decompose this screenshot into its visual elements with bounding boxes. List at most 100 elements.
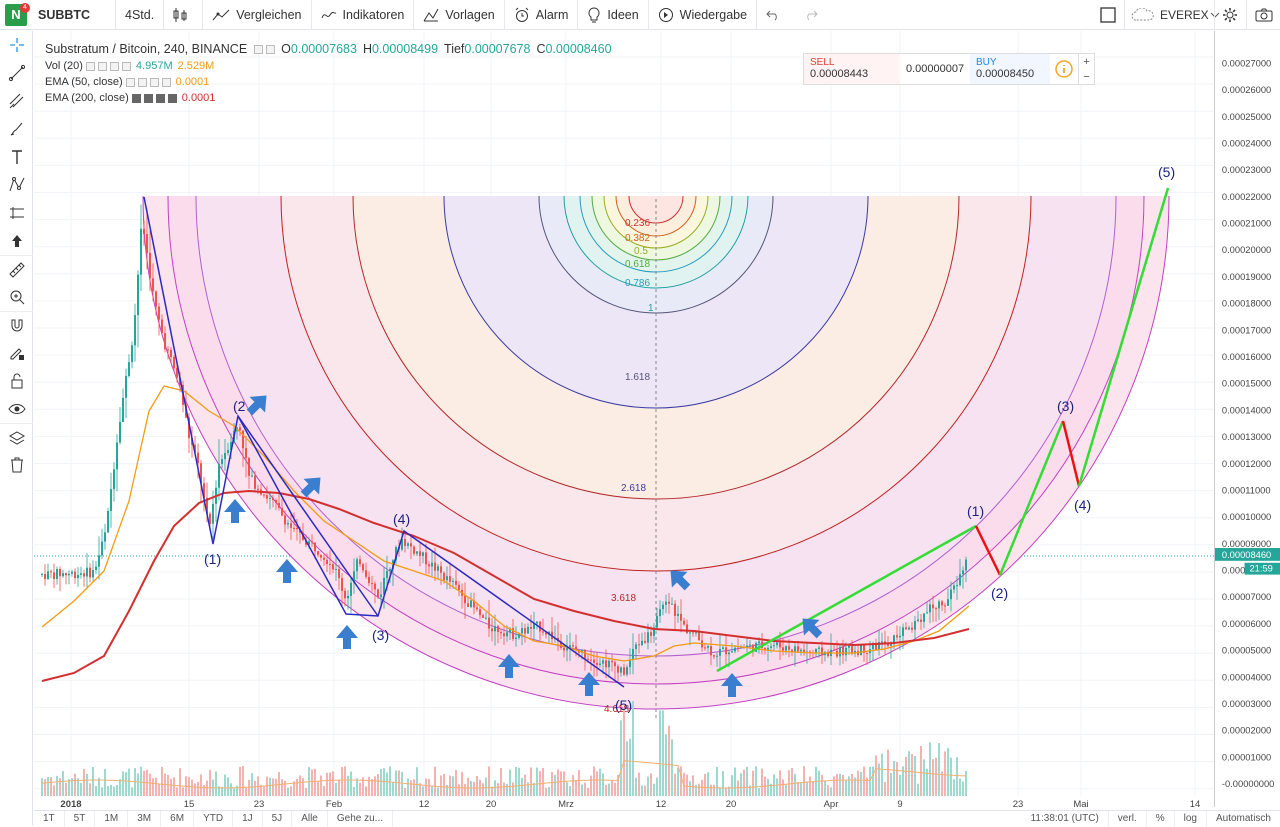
chart-canvas[interactable]: 0.236 0.382 0.5 0.618 0.786 1 1.618 2.618 3.618 4… <box>34 31 1214 807</box>
minus-icon[interactable]: − <box>1083 70 1090 83</box>
range-1d[interactable]: 1T <box>34 810 65 827</box>
chart-type-button[interactable] <box>164 0 204 30</box>
arrow-up-icon <box>670 570 691 591</box>
range-6m[interactable]: 6M <box>161 810 195 827</box>
crosshair-tool[interactable] <box>0 31 33 59</box>
pitchfork-tool[interactable] <box>0 87 33 115</box>
ema200-title[interactable]: EMA (200, close) <box>45 92 129 104</box>
goto-date-button[interactable]: Gehe zu... <box>328 810 394 827</box>
volume-bar <box>233 787 235 796</box>
candle-body <box>104 532 106 542</box>
legend-settings-icon[interactable] <box>131 93 141 103</box>
volume-title[interactable]: Vol (20) <box>45 60 83 72</box>
extended-hours-toggle[interactable]: verl. <box>1109 810 1147 827</box>
time-tick: 20 <box>726 799 737 810</box>
stay-in-drawing-tool[interactable] <box>0 339 33 367</box>
legend-close-icon[interactable] <box>167 93 177 103</box>
broker-button[interactable]: EVEREX <box>1124 0 1221 30</box>
candle-body <box>533 623 535 629</box>
auto-scale-toggle[interactable]: Automatisch <box>1215 812 1271 824</box>
legend-more-icon[interactable] <box>149 77 159 87</box>
candle-body <box>362 564 364 571</box>
legend-close-icon[interactable] <box>161 77 171 87</box>
clock-time[interactable]: 11:38:01 (UTC) <box>1022 810 1109 827</box>
pattern-tool[interactable] <box>0 171 33 199</box>
legend-hide-icon[interactable] <box>137 77 147 87</box>
legend-more-icon[interactable] <box>155 93 165 103</box>
buy-button[interactable]: BUY 0.00008450 <box>970 54 1050 84</box>
volume-bar <box>488 766 490 796</box>
remove-drawings-tool[interactable] <box>0 451 33 479</box>
candle-body <box>791 649 793 653</box>
volume-bar <box>761 768 763 796</box>
candle-body <box>881 641 883 643</box>
legend-hide-icon[interactable] <box>266 44 276 54</box>
ideas-button[interactable]: Ideen <box>578 0 649 30</box>
range-5d[interactable]: 5T <box>65 810 96 827</box>
range-1m[interactable]: 1M <box>95 810 129 827</box>
log-scale-toggle[interactable]: log <box>1175 810 1207 827</box>
volume-bar <box>668 725 670 796</box>
price-axis[interactable]: 0.00027000 0.00026000 0.00025000 0.00024000… <box>1214 31 1280 807</box>
volume-bar <box>902 766 904 796</box>
templates-button[interactable]: Vorlagen <box>414 0 505 30</box>
text-tool[interactable] <box>0 143 33 171</box>
redo-button[interactable] <box>795 0 833 30</box>
legend-hide-icon[interactable] <box>97 61 107 71</box>
app-logo[interactable]: N 4 <box>0 0 32 30</box>
candle-body <box>623 667 625 675</box>
symbol-search-button[interactable]: SUBBTC <box>32 0 116 30</box>
legend-hide-icon[interactable] <box>143 93 153 103</box>
fib-level-label: 2.618 <box>621 483 646 494</box>
wave-label: (3) <box>372 627 389 643</box>
range-5y[interactable]: 5J <box>263 810 293 827</box>
measure-tool[interactable] <box>0 255 33 283</box>
range-all[interactable]: Alle <box>292 810 328 827</box>
fib-circles: 0.236 0.382 0.5 0.618 0.786 1 1.618 2.618 3.618 4… <box>142 196 1170 721</box>
legend-more-icon[interactable] <box>109 61 119 71</box>
legend-settings-icon[interactable] <box>85 61 95 71</box>
volume-bar <box>749 785 751 796</box>
candle-body <box>596 662 598 665</box>
range-3m[interactable]: 3M <box>128 810 162 827</box>
compare-button[interactable]: Vergleichen <box>203 0 312 30</box>
indicators-button[interactable]: Indikatoren <box>312 0 415 30</box>
plus-icon[interactable]: + <box>1083 55 1090 68</box>
settings-button[interactable] <box>1214 0 1244 30</box>
volume-bar <box>383 768 385 796</box>
volume-bar <box>731 775 733 796</box>
ema50-title[interactable]: EMA (50, close) <box>45 76 123 88</box>
time-axis[interactable]: 2018 15 23 Feb 12 20 Mrz 12 20 Apr 9 23 Mai 14 <box>34 796 1214 810</box>
volume-bar <box>605 785 607 796</box>
capture-button[interactable] <box>1246 0 1280 30</box>
alert-button[interactable]: Alarm <box>505 0 579 30</box>
candle-body <box>638 644 640 646</box>
fullscreen-button[interactable] <box>1092 0 1124 30</box>
info-button[interactable] <box>1050 54 1078 84</box>
percent-scale-toggle[interactable]: % <box>1147 810 1175 827</box>
replay-button[interactable]: Wiedergabe <box>649 0 758 30</box>
volume-bar <box>95 786 97 796</box>
range-1y[interactable]: 1J <box>233 810 263 827</box>
legend-settings-icon[interactable] <box>254 44 264 54</box>
zoom-tool[interactable] <box>0 283 33 311</box>
trendline-tool[interactable] <box>0 59 33 87</box>
brush-tool[interactable] <box>0 115 33 143</box>
volume-bar <box>614 782 616 796</box>
candle-body <box>296 528 298 530</box>
visibility-tool[interactable] <box>0 395 33 423</box>
lock-tool[interactable] <box>0 367 33 395</box>
legend-settings-icon[interactable] <box>125 77 135 87</box>
object-tree-tool[interactable] <box>0 423 33 451</box>
candle-body <box>113 469 115 490</box>
range-ytd[interactable]: YTD <box>194 810 234 827</box>
undo-button[interactable] <box>757 0 795 30</box>
legend-close-icon[interactable] <box>121 61 131 71</box>
candle-body <box>479 609 481 616</box>
sell-button[interactable]: SELL 0.00008443 <box>804 54 900 84</box>
magnet-tool[interactable] <box>0 311 33 339</box>
arrow-tool[interactable] <box>0 227 33 255</box>
interval-button[interactable]: 4Std. <box>116 0 165 30</box>
symbol-title[interactable]: Substratum / Bitcoin, 240, BINANCE <box>45 42 248 56</box>
forecast-tool[interactable] <box>0 199 33 227</box>
